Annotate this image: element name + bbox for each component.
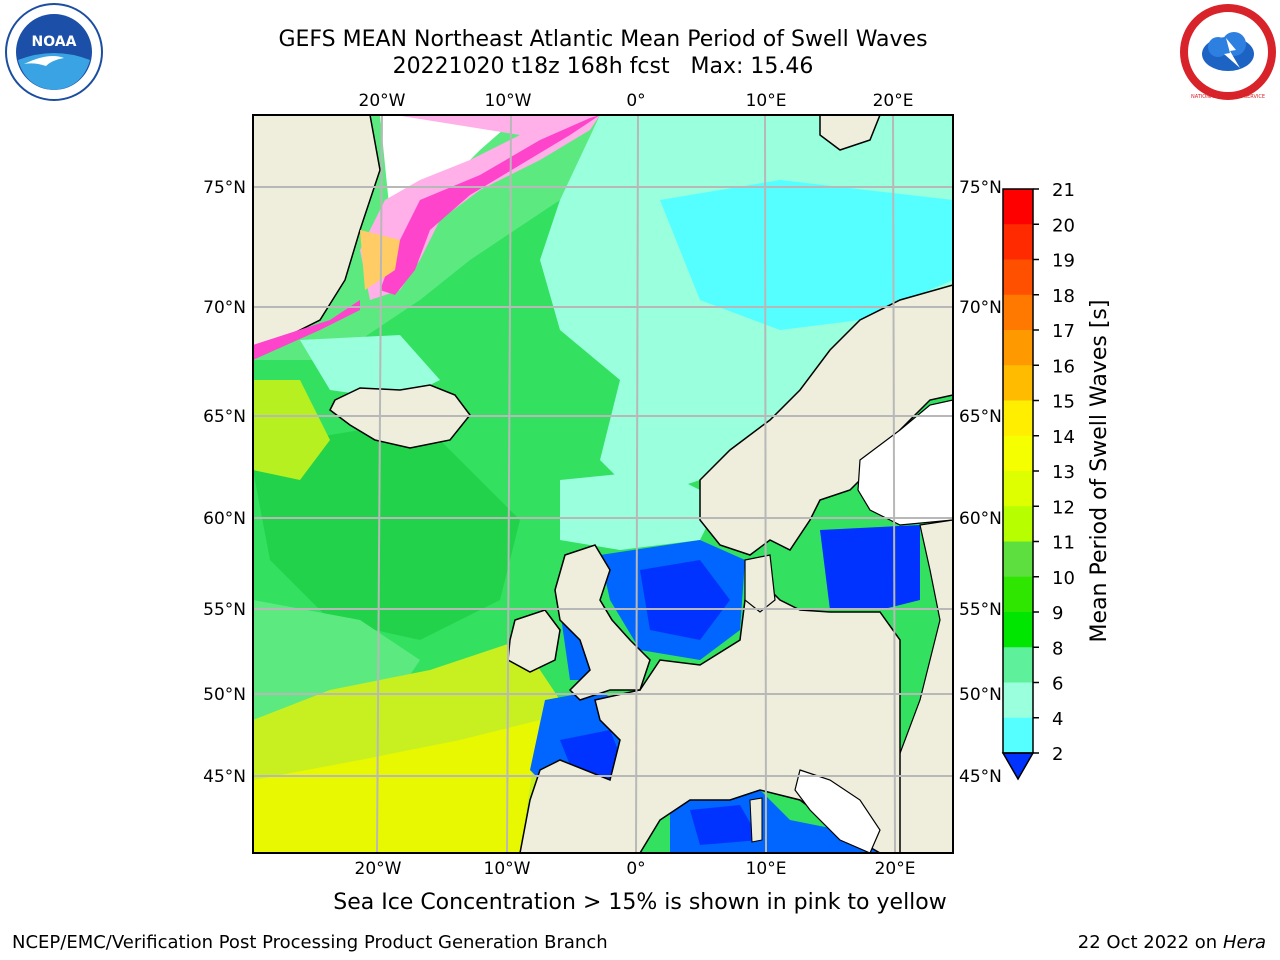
colorbar-segment [1003, 189, 1033, 225]
colorbar-segment [1003, 682, 1033, 719]
right-lat-tick: 60°N [959, 509, 1002, 529]
colorbar-tick-label: 14 [1052, 427, 1075, 448]
left-lat-tick: 60°N [203, 509, 246, 529]
left-lat-tick: 75°N [203, 178, 246, 198]
footer-date: 22 Oct 2022 on Hera [1078, 932, 1266, 953]
map-field [253, 115, 953, 853]
colorbar-segment [1003, 717, 1033, 754]
colorbar-segment [1003, 612, 1033, 648]
noaa-logo: NOAA [5, 3, 103, 101]
left-lat-tick: 50°N [203, 685, 246, 705]
right-lat-tick: 45°N [959, 767, 1002, 787]
colorbar-tick-label: 10 [1052, 568, 1075, 589]
colorbar-tick-label: 8 [1052, 638, 1063, 659]
colorbar-segment [1003, 576, 1033, 613]
right-lat-tick: 65°N [959, 407, 1002, 427]
footer-machine: Hera [1222, 932, 1266, 953]
colorbar-tick-label: 20 [1052, 215, 1075, 236]
colorbar-extend-arrow [1001, 752, 1035, 781]
footer-credit: NCEP/EMC/Verification Post Processing Pr… [12, 932, 608, 953]
colorbar-segment [1003, 506, 1033, 542]
right-lat-tick: 50°N [959, 685, 1002, 705]
nws-logo: NATIONAL WEATHER SERVICE [1180, 4, 1276, 100]
top-lon-tick: 10°E [746, 91, 787, 111]
right-lat-tick: 55°N [959, 600, 1002, 620]
colorbar-segment [1003, 400, 1033, 437]
top-lon-tick: 20°E [873, 91, 914, 111]
colorbar-segment [1003, 259, 1033, 296]
graticule [253, 114, 953, 854]
left-lat-tick: 55°N [203, 600, 246, 620]
colorbar-segment [1003, 647, 1033, 683]
colorbar-segment [1003, 435, 1033, 472]
colorbar-tick-label: 15 [1052, 392, 1075, 413]
map-title: GEFS MEAN Northeast Atlantic Mean Period… [278, 27, 928, 52]
top-lon-tick: 20°W [359, 91, 406, 111]
colorbar-tick-label: 18 [1052, 286, 1075, 307]
right-lat-tick: 75°N [959, 178, 1002, 198]
sea-ice-caption: Sea Ice Concentration > 15% is shown in … [333, 890, 947, 915]
colorbar-segment [1003, 294, 1033, 331]
bottom-lon-tick: 10°E [746, 859, 787, 879]
colorbar-tick-label: 4 [1052, 709, 1063, 730]
colorbar-tick-label: 11 [1052, 533, 1075, 554]
left-lat-tick: 65°N [203, 407, 246, 427]
colorbar-tick-label: 13 [1052, 462, 1075, 483]
colorbar-tick-label: 16 [1052, 356, 1075, 377]
bottom-lon-tick: 20°W [355, 859, 402, 879]
map-frame [252, 114, 954, 854]
top-lon-tick: 0° [626, 91, 645, 111]
top-lon-tick: 10°W [485, 91, 532, 111]
bottom-lon-tick: 20°E [875, 859, 916, 879]
right-lat-tick: 70°N [959, 298, 1002, 318]
colorbar-segment [1003, 365, 1033, 401]
left-lat-tick: 45°N [203, 767, 246, 787]
colorbar-segment [1003, 471, 1033, 507]
left-lat-tick: 70°N [203, 298, 246, 318]
colorbar-tick-label: 2 [1052, 744, 1063, 765]
colorbar-label: Mean Period of Swell Waves [s] [1087, 300, 1112, 643]
bottom-lon-tick: 0° [626, 859, 645, 879]
colorbar-tick-label: 12 [1052, 497, 1075, 518]
colorbar-segment [1003, 541, 1033, 578]
colorbar-tick-label: 9 [1052, 603, 1063, 624]
colorbar-tick-label: 21 [1052, 180, 1075, 201]
noaa-logo-text: NOAA [32, 34, 77, 50]
colorbar-segment [1003, 330, 1033, 366]
bottom-lon-tick: 10°W [484, 859, 531, 879]
colorbar: 21 20 19 18 17 16 15 14 13 12 11 10 9 8 6 4 2 [1001, 180, 1075, 781]
colorbar-segment [1003, 224, 1033, 260]
footer-date-text: 22 Oct 2022 on [1077, 932, 1223, 953]
map-subtitle: 20221020 t18z 168h fcst Max: 15.46 [392, 54, 814, 79]
nws-logo-text: NATIONAL WEATHER SERVICE [1191, 94, 1265, 100]
colorbar-tick-label: 19 [1052, 251, 1075, 272]
colorbar-tick-label: 17 [1052, 321, 1075, 342]
colorbar-tick-label: 6 [1052, 674, 1063, 695]
